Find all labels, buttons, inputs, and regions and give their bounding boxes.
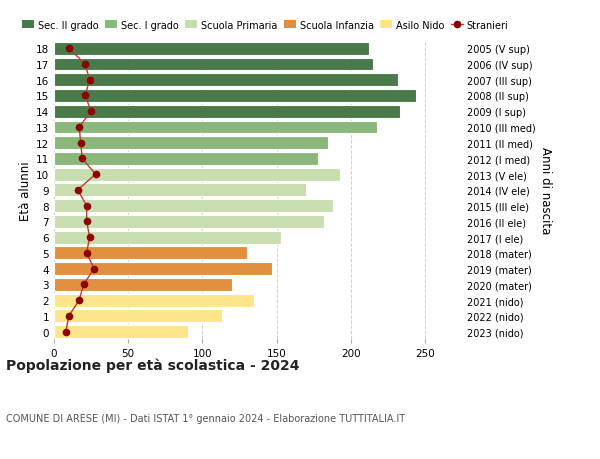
Y-axis label: Età alunni: Età alunni: [19, 161, 32, 220]
Bar: [54, 231, 281, 244]
Text: Popolazione per età scolastica - 2024: Popolazione per età scolastica - 2024: [6, 358, 299, 373]
Bar: [54, 106, 400, 118]
Bar: [54, 247, 247, 260]
Bar: [54, 121, 377, 134]
Bar: [54, 90, 416, 103]
Bar: [54, 215, 324, 228]
Bar: [54, 310, 221, 323]
Bar: [54, 294, 254, 307]
Bar: [54, 278, 232, 291]
Bar: [54, 325, 188, 338]
Bar: [54, 168, 340, 181]
Y-axis label: Anni di nascita: Anni di nascita: [539, 147, 552, 234]
Bar: [54, 153, 318, 166]
Bar: [54, 263, 272, 275]
Bar: [54, 184, 306, 197]
Bar: [54, 43, 368, 56]
Bar: [54, 58, 373, 71]
Text: COMUNE DI ARESE (MI) - Dati ISTAT 1° gennaio 2024 - Elaborazione TUTTITALIA.IT: COMUNE DI ARESE (MI) - Dati ISTAT 1° gen…: [6, 413, 405, 423]
Bar: [54, 74, 398, 87]
Legend: Sec. II grado, Sec. I grado, Scuola Primaria, Scuola Infanzia, Asilo Nido, Stran: Sec. II grado, Sec. I grado, Scuola Prim…: [22, 21, 508, 30]
Bar: [54, 137, 328, 150]
Bar: [54, 200, 333, 213]
